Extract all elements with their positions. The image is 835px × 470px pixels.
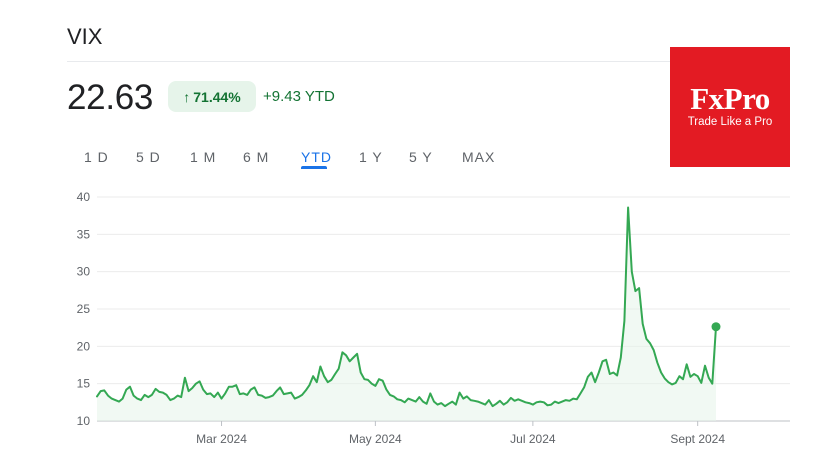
series-line (96, 206, 717, 408)
logo-slogan: Trade Like a Pro (687, 116, 773, 128)
ytd-change-value: +9.43 YTD (263, 88, 335, 105)
y-tick-label: 25 (77, 302, 91, 316)
y-tick-label: 35 (77, 227, 91, 241)
y-tick-label: 30 (77, 265, 91, 279)
tab-1m[interactable]: 1 M (190, 149, 217, 165)
active-tab-indicator (301, 166, 327, 169)
tab-6m[interactable]: 6 M (243, 149, 270, 165)
percent-change-badge: ↑ 71.44% (168, 81, 256, 112)
tab-5y[interactable]: 5 Y (409, 149, 433, 165)
current-price: 22.63 (67, 78, 154, 117)
y-tick-label: 15 (77, 377, 91, 391)
last-point-marker[interactable] (711, 322, 721, 332)
x-tick-label: Mar 2024 (196, 432, 247, 446)
x-tick-label: May 2024 (349, 432, 402, 446)
tab-5d[interactable]: 5 D (136, 149, 161, 165)
series-area (97, 207, 716, 421)
y-tick-label: 40 (77, 190, 91, 204)
header-divider (67, 61, 790, 62)
tab-max[interactable]: MAX (462, 149, 496, 165)
y-tick-label: 10 (77, 414, 91, 428)
x-tick-label: Jul 2024 (510, 432, 556, 446)
percent-change-value: 71.44% (193, 88, 241, 105)
tab-1d[interactable]: 1 D (84, 149, 109, 165)
fxpro-logo: FxPro Trade Like a Pro (670, 47, 790, 167)
logo-brand: FxPro (690, 81, 770, 116)
tab-ytd[interactable]: YTD (301, 149, 332, 165)
ticker-symbol: VIX (67, 24, 103, 49)
y-tick-label: 20 (77, 339, 91, 353)
arrow-up-icon: ↑ (183, 88, 191, 105)
x-tick-label: Sept 2024 (670, 432, 725, 446)
tab-1y[interactable]: 1 Y (359, 149, 383, 165)
